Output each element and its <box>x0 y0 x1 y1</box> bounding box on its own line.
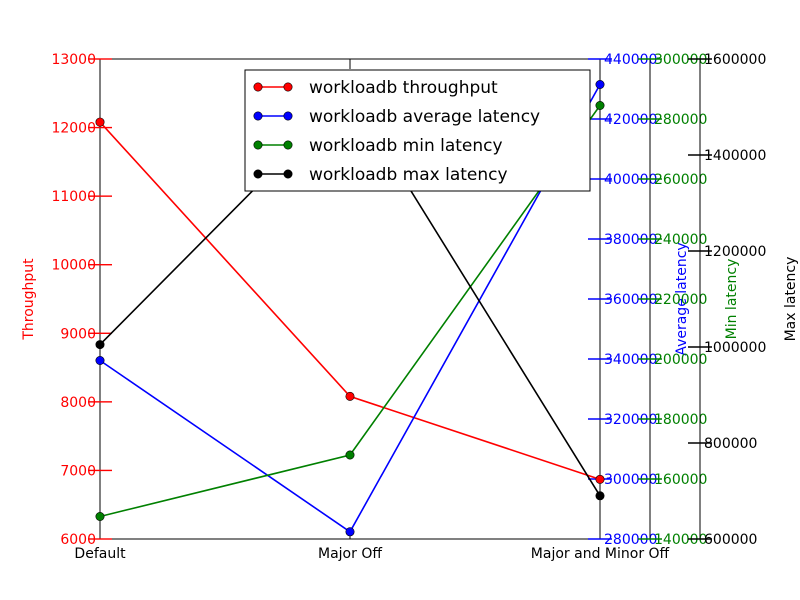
y-tick-label-throughput: 12000 <box>51 121 96 137</box>
data-point-max <box>95 340 105 350</box>
y-tick-label-min: 180000 <box>654 412 707 428</box>
y-axis-label-throughput: Throughput <box>21 258 37 341</box>
legend-box <box>244 69 591 192</box>
y-tick-label-throughput: 10000 <box>51 258 96 274</box>
legend-swatch-marker <box>253 140 263 150</box>
y-tick-label-min: 160000 <box>654 472 707 488</box>
data-point-throughput <box>345 391 355 401</box>
y-axis-label-max: Max latency <box>783 257 799 342</box>
data-point-average <box>595 80 605 90</box>
y-tick-label-max: 800000 <box>704 436 757 452</box>
y-tick-label-min: 220000 <box>654 292 707 308</box>
y-tick-label-average: 280000 <box>604 532 657 548</box>
data-point-average <box>95 355 105 365</box>
y-tick-label-min: 240000 <box>654 232 707 248</box>
legend-label: workloadb throughput <box>309 78 498 98</box>
data-point-min <box>595 101 605 111</box>
y-tick-label-throughput: 7000 <box>60 463 96 479</box>
data-point-min <box>345 450 355 460</box>
x-tick-label: Major Off <box>318 546 382 562</box>
y-tick-label-max: 1400000 <box>704 148 766 164</box>
data-point-average <box>345 527 355 537</box>
y-tick-label-min: 280000 <box>654 112 707 128</box>
legend-label: workloadb average latency <box>309 107 540 127</box>
data-point-max <box>595 491 605 501</box>
legend-swatch-marker <box>283 111 293 121</box>
x-tick-label: Major and Minor Off <box>531 546 670 562</box>
y-tick-label-throughput: 13000 <box>51 52 96 68</box>
y-tick-label-average: 300000 <box>604 472 657 488</box>
legend-label: workloadb min latency <box>309 136 503 156</box>
y-tick-label-average: 400000 <box>604 172 657 188</box>
y-tick-label-max: 1600000 <box>704 52 766 68</box>
legend-swatch-marker <box>283 82 293 92</box>
y-tick-label-average: 380000 <box>604 232 657 248</box>
legend-swatch-marker <box>283 169 293 179</box>
y-tick-label-throughput: 8000 <box>60 395 96 411</box>
data-point-throughput <box>595 474 605 484</box>
legend-label: workloadb max latency <box>309 165 508 185</box>
data-point-min <box>95 511 105 521</box>
y-tick-label-max: 600000 <box>704 532 757 548</box>
y-axis-label-min: Min latency <box>724 259 740 340</box>
y-tick-label-average: 360000 <box>604 292 657 308</box>
y-tick-label-throughput: 11000 <box>51 189 96 205</box>
y-tick-label-max: 1200000 <box>704 244 766 260</box>
y-tick-label-min: 140000 <box>654 532 707 548</box>
y-tick-label-min: 300000 <box>654 52 707 68</box>
legend-swatch-marker <box>283 140 293 150</box>
y-axis-label-average: Average latency <box>674 242 690 355</box>
y-tick-label-min: 200000 <box>654 352 707 368</box>
y-tick-label-average: 420000 <box>604 112 657 128</box>
y-tick-label-min: 260000 <box>654 172 707 188</box>
legend-swatch-marker <box>253 82 263 92</box>
y-tick-label-throughput: 9000 <box>60 326 96 342</box>
y-tick-label-average: 340000 <box>604 352 657 368</box>
x-tick-label: Default <box>74 546 126 562</box>
data-point-throughput <box>95 117 105 127</box>
y-tick-label-throughput: 6000 <box>60 532 96 548</box>
legend-swatch-marker <box>253 169 263 179</box>
y-tick-label-average: 440000 <box>604 52 657 68</box>
y-tick-label-max: 1000000 <box>704 340 766 356</box>
y-tick-label-average: 320000 <box>604 412 657 428</box>
legend-swatch-marker <box>253 111 263 121</box>
